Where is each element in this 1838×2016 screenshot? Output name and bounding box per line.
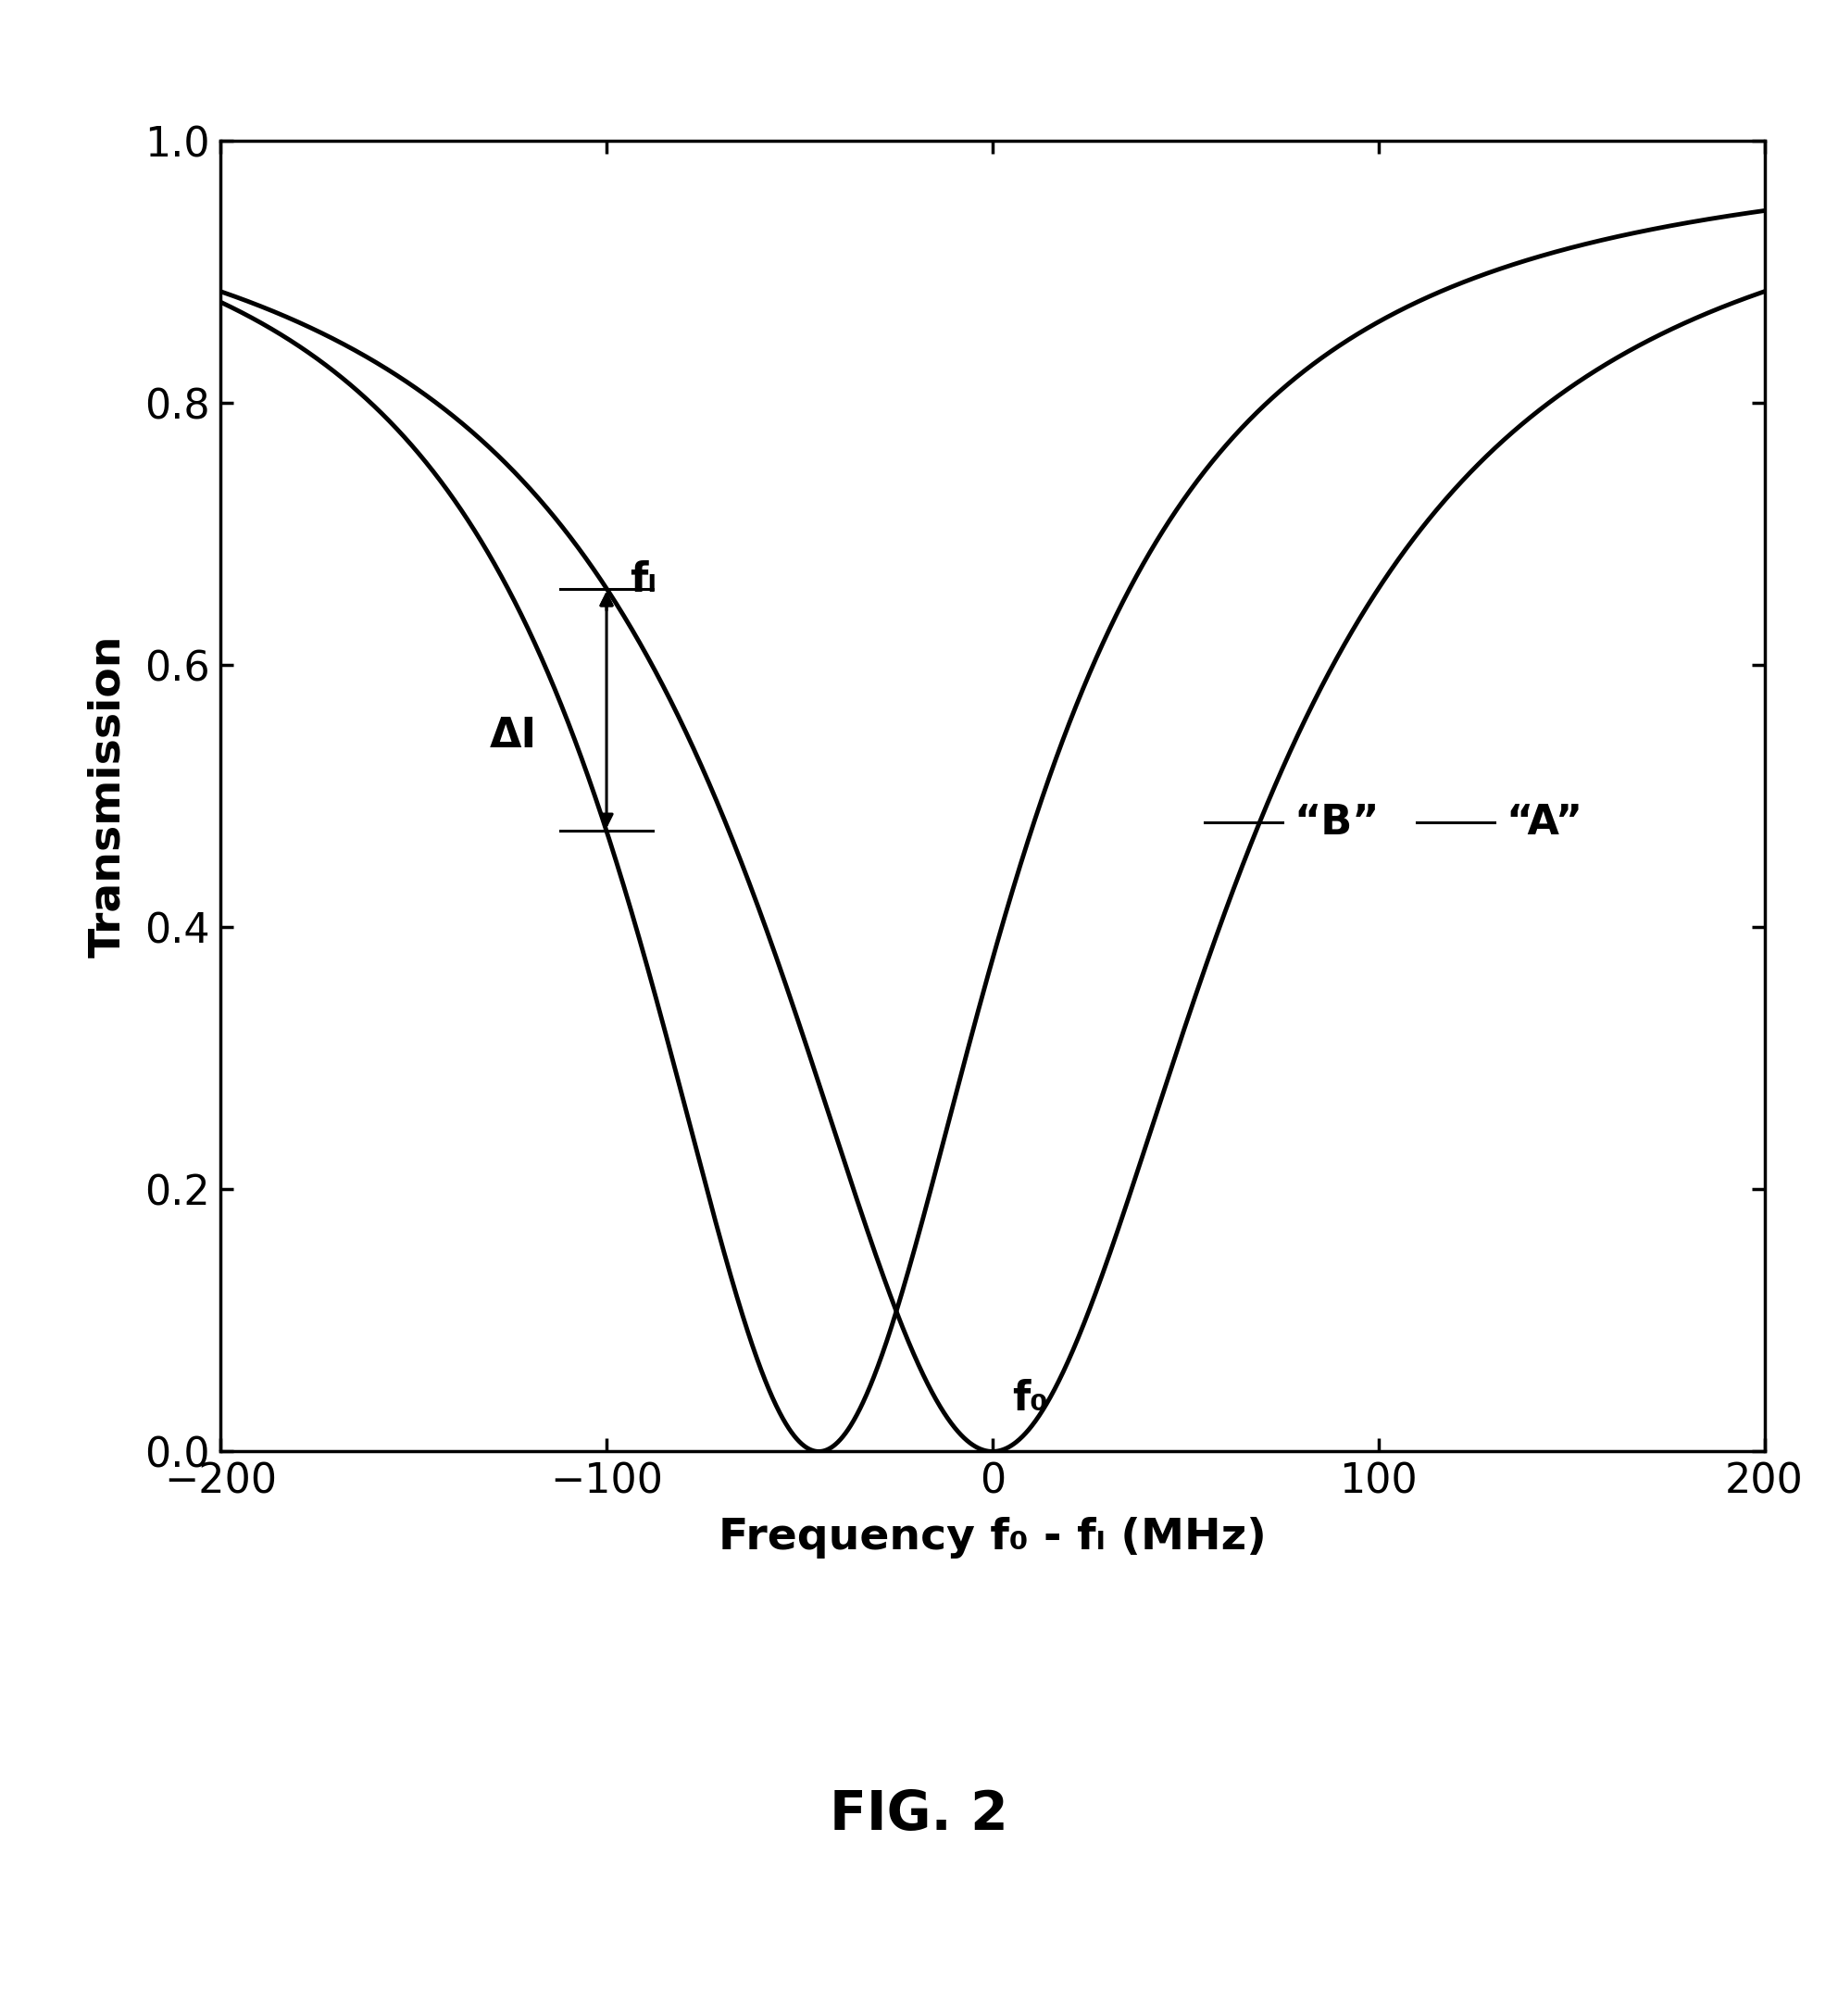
Text: fₗ: fₗ bbox=[630, 560, 656, 599]
X-axis label: Frequency f₀ - fₗ (MHz): Frequency f₀ - fₗ (MHz) bbox=[719, 1518, 1266, 1558]
Text: ΔI: ΔI bbox=[489, 716, 537, 756]
Text: “A”: “A” bbox=[1505, 802, 1583, 843]
Y-axis label: Transmission: Transmission bbox=[88, 635, 129, 958]
Text: “B”: “B” bbox=[1294, 802, 1378, 843]
Text: FIG. 2: FIG. 2 bbox=[829, 1788, 1009, 1841]
Text: f₀: f₀ bbox=[1011, 1379, 1048, 1419]
